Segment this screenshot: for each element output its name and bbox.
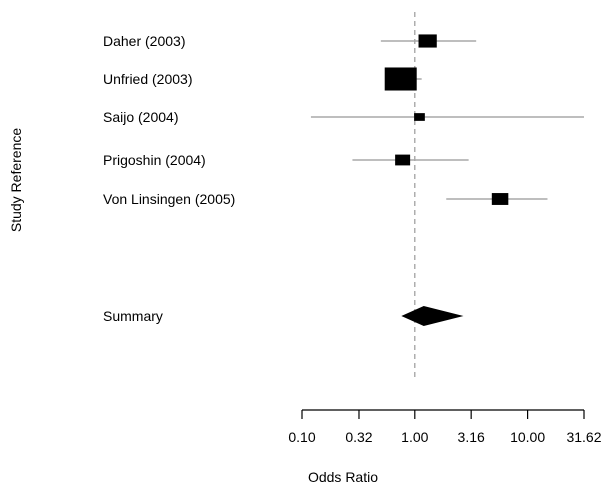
point-estimate-box [491,193,509,205]
study-label: Prigoshin (2004) [103,152,206,168]
x-tick-label: 0.32 [345,429,372,445]
point-estimates [384,34,509,205]
x-axis: 0.10 0.32 1.00 3.16 10.00 31.62 [288,409,602,445]
x-tick-label: 0.10 [288,429,315,445]
x-tick-label: 31.62 [566,429,601,445]
point-estimate-box [418,34,437,48]
summary-group: Summary [103,306,464,326]
study-label: Daher (2003) [103,33,186,49]
x-tick-label: 1.00 [401,429,428,445]
point-estimate-box [384,67,417,91]
study-labels: Daher (2003) Unfried (2003) Saijo (2004) Pr… [103,33,235,207]
point-estimate-box [414,113,425,121]
summary-label: Summary [103,308,163,324]
study-label: Unfried (2003) [103,71,193,87]
point-estimate-box [395,154,411,166]
y-axis-label: Study Reference [8,128,24,232]
x-tick-label: 10.00 [510,429,545,445]
confidence-intervals [310,40,584,200]
study-label: Von Linsingen (2005) [103,191,235,207]
x-axis-label: Odds Ratio [308,469,378,485]
x-tick-label: 3.16 [458,429,485,445]
study-label: Saijo (2004) [103,109,179,125]
summary-diamond [401,306,464,326]
